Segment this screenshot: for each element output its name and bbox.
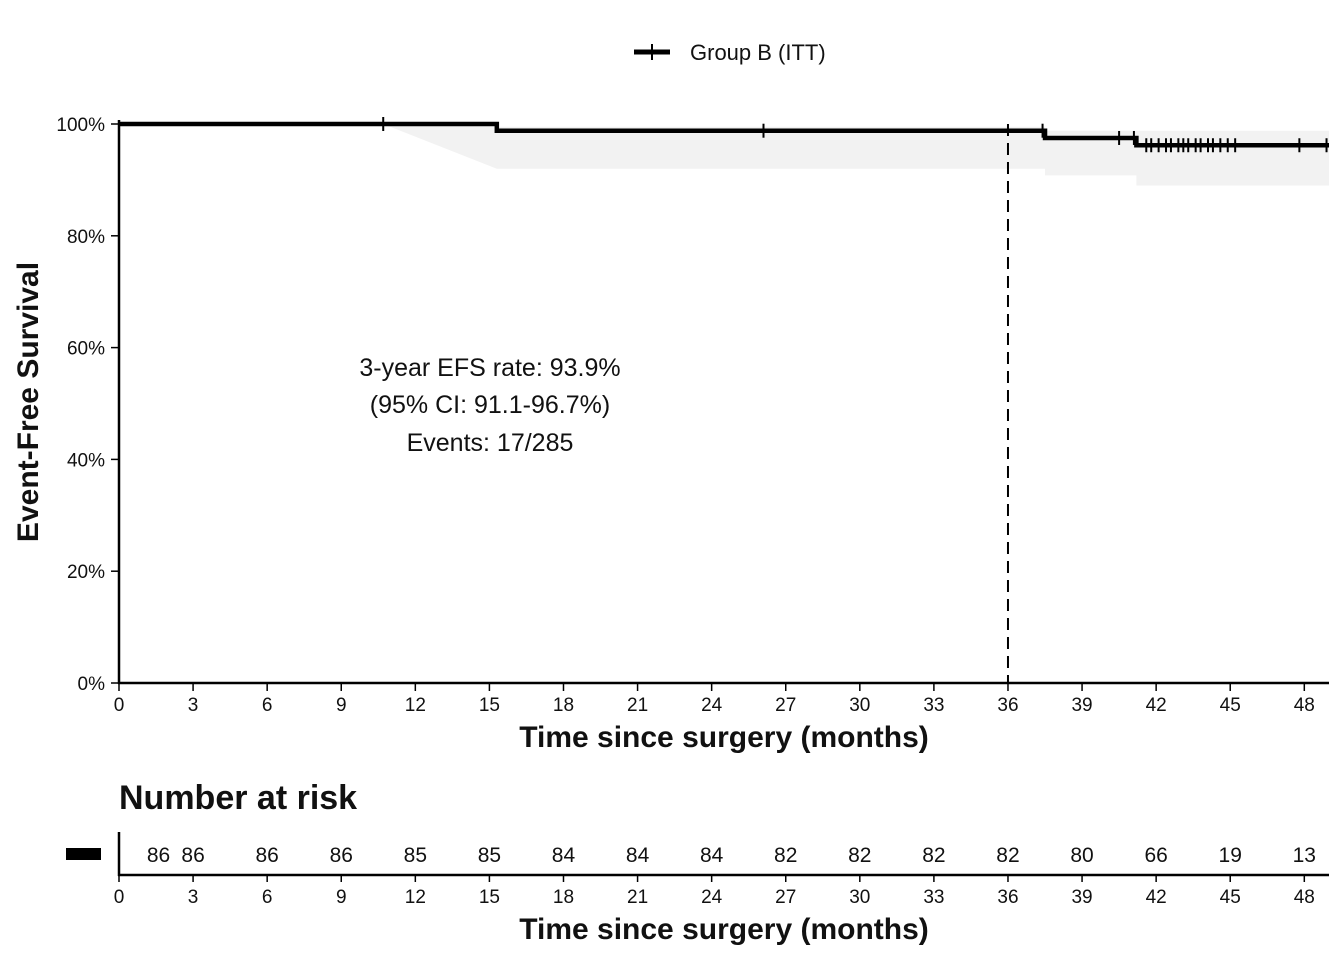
annotation-events: Events: 17/285	[407, 429, 574, 457]
risk-x-tick-label: 27	[775, 887, 796, 908]
x-tick-label: 9	[336, 695, 347, 716]
x-tick-label: 0	[114, 695, 125, 716]
x-tick-label: 42	[1146, 695, 1167, 716]
legend: Group B (ITT)	[634, 40, 826, 65]
risk-value: 85	[404, 844, 427, 867]
risk-values: 86 86 86 86 85 85 84 84 84 82 82 82 82 80 66 19 13	[147, 844, 1316, 867]
risk-table: Number at risk 86 86 86 86 85 85 84 84 84 82 82 82 8…	[66, 779, 1329, 946]
risk-x-tick-label: 12	[405, 887, 426, 908]
risk-value: 82	[996, 844, 1019, 867]
survival-curve	[119, 121, 1329, 148]
risk-value: 84	[626, 844, 650, 867]
risk-value: 85	[478, 844, 501, 867]
ci-layer	[119, 124, 1329, 186]
risk-x-tick-label: 15	[479, 887, 500, 908]
annotation-efs-rate: 3-year EFS rate: 93.9%	[359, 354, 620, 382]
risk-x-ticks: 0 3 6 9 12 15 18 21 24 27 30 33 36 39 42 45 48	[114, 875, 1315, 908]
y-tick-label: 0%	[78, 674, 106, 695]
annotation-ci: (95% CI: 91.1-96.7%)	[370, 391, 610, 419]
y-tick-label: 40%	[67, 450, 105, 471]
risk-value: 82	[922, 844, 945, 867]
plot-area: 0%20%40%60%80%100% 0 3 6 9 12 15 18 21 24 27 30 33 3…	[12, 115, 1329, 754]
y-tick-label: 20%	[67, 562, 105, 583]
x-tick-label: 18	[553, 695, 574, 716]
risk-x-tick-label: 3	[188, 887, 199, 908]
risk-value: 86	[330, 844, 353, 867]
risk-x-tick-label: 0	[114, 887, 125, 908]
y-tick-label: 80%	[67, 227, 105, 248]
risk-x-tick-label: 18	[553, 887, 574, 908]
risk-x-tick-label: 45	[1220, 887, 1241, 908]
curve-layer	[119, 121, 1329, 148]
risk-value: 82	[848, 844, 871, 867]
y-axis-title: Event-Free Survival	[12, 262, 45, 542]
x-tick-label: 24	[701, 695, 723, 716]
x-tick-label: 30	[849, 695, 870, 716]
risk-x-tick-label: 21	[627, 887, 648, 908]
y-ticks: 0% 20% 40% 60% 80% 100%	[56, 115, 119, 695]
risk-value: 84	[700, 844, 724, 867]
x-tick-label: 21	[627, 695, 648, 716]
x-axis-title: Time since surgery (months)	[519, 721, 929, 754]
risk-value: 80	[1070, 844, 1093, 867]
risk-x-tick-label: 6	[262, 887, 273, 908]
x-tick-label: 33	[923, 695, 944, 716]
risk-x-tick-label: 33	[923, 887, 944, 908]
x-ticks: 0 3 6 9 12 15 18 21 24 27 30 33 36 39 42 45 48	[114, 683, 1315, 716]
x-tick-label: 15	[479, 695, 500, 716]
annotation-block: 3-year EFS rate: 93.9% (95% CI: 91.1-96.…	[359, 354, 620, 457]
risk-x-tick-label: 36	[997, 887, 1018, 908]
risk-value: 86	[147, 844, 170, 867]
risk-x-tick-label: 30	[849, 887, 870, 908]
censor-layer	[382, 117, 1328, 153]
legend-label: Group B (ITT)	[690, 40, 826, 65]
risk-value: 66	[1144, 844, 1167, 867]
risk-legend-swatch	[66, 848, 101, 860]
x-tick-label: 48	[1294, 695, 1315, 716]
risk-x-tick-label: 39	[1071, 887, 1092, 908]
risk-x-tick-label: 9	[336, 887, 347, 908]
risk-value: 19	[1219, 844, 1242, 867]
risk-value: 84	[552, 844, 576, 867]
risk-x-tick-label: 48	[1294, 887, 1315, 908]
y-tick-label: 100%	[56, 115, 105, 136]
risk-value: 86	[255, 844, 278, 867]
x-tick-label: 12	[405, 695, 426, 716]
risk-x-axis-title: Time since surgery (months)	[519, 913, 929, 946]
risk-x-tick-label: 24	[701, 887, 723, 908]
risk-value: 86	[181, 844, 204, 867]
risk-value: 82	[774, 844, 797, 867]
y-tick-label: 60%	[67, 339, 105, 360]
x-tick-label: 27	[775, 695, 796, 716]
confidence-band	[119, 124, 1329, 186]
risk-value: 13	[1293, 844, 1316, 867]
x-tick-label: 45	[1220, 695, 1241, 716]
x-tick-label: 6	[262, 695, 273, 716]
x-tick-label: 36	[997, 695, 1018, 716]
x-tick-label: 3	[188, 695, 199, 716]
x-tick-label: 39	[1071, 695, 1092, 716]
risk-table-title: Number at risk	[119, 779, 357, 817]
risk-x-tick-label: 42	[1146, 887, 1167, 908]
